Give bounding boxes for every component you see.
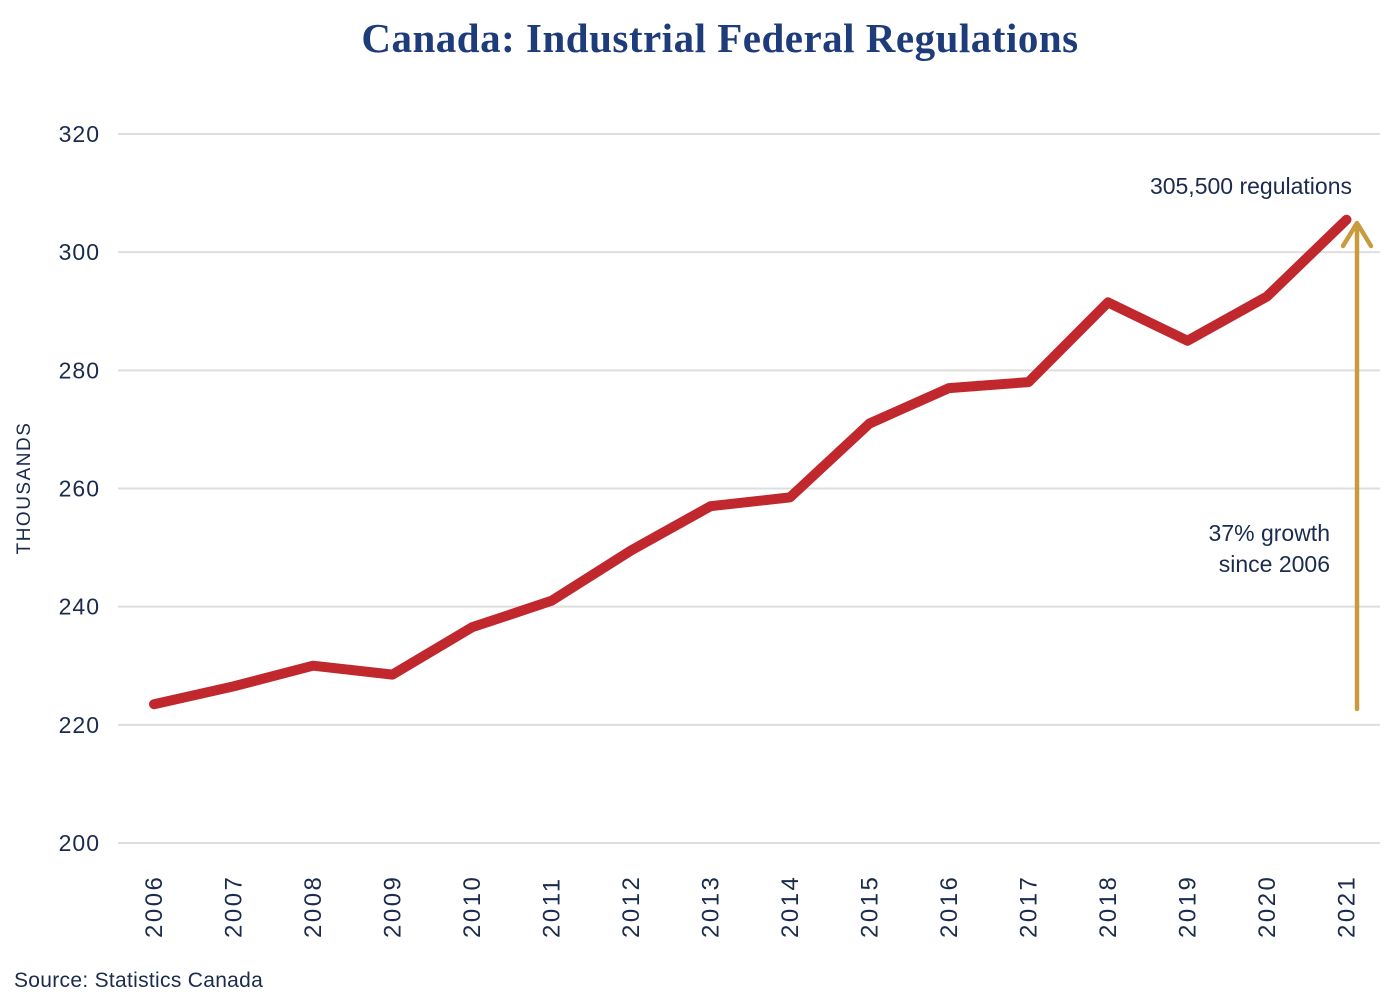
source-note: Source: Statistics Canada bbox=[14, 969, 264, 992]
x-tick-label: 2008 bbox=[300, 875, 327, 938]
y-tick-label: 300 bbox=[59, 239, 100, 265]
x-tick-label: 2007 bbox=[221, 875, 248, 938]
regulations-line bbox=[149, 214, 1352, 710]
growth-annotation-line2: since 2006 bbox=[1218, 551, 1330, 577]
up-arrow-head-icon bbox=[1340, 220, 1374, 249]
x-tick-label: 2011 bbox=[539, 876, 566, 938]
x-tick-label: 2017 bbox=[1016, 875, 1043, 938]
y-tick-label: 280 bbox=[59, 357, 100, 383]
y-tick-label: 240 bbox=[59, 594, 100, 620]
x-tick-label: 2021 bbox=[1334, 875, 1361, 938]
x-tick-label: 2018 bbox=[1095, 875, 1122, 938]
x-tick-label: 2019 bbox=[1175, 875, 1202, 938]
peak-annotation: 305,500 regulations bbox=[1149, 173, 1352, 199]
x-tick-label: 2013 bbox=[698, 875, 725, 938]
x-tick-label: 2015 bbox=[857, 875, 884, 938]
y-tick-label: 320 bbox=[59, 121, 100, 147]
y-tick-label: 200 bbox=[59, 830, 100, 856]
x-tick-label: 2006 bbox=[141, 875, 168, 938]
x-tick-label: 2010 bbox=[459, 875, 486, 938]
x-tick-label: 2014 bbox=[777, 875, 804, 938]
growth-annotation-line1: 37% growth bbox=[1208, 520, 1330, 546]
y-tick-label: 260 bbox=[59, 475, 100, 501]
x-tick-label: 2020 bbox=[1254, 875, 1281, 938]
x-tick-label: 2012 bbox=[618, 875, 645, 938]
y-tick-label: 220 bbox=[59, 712, 100, 738]
growth-annotation: 37% growth since 2006 bbox=[1209, 518, 1330, 580]
y-axis-title: THOUSANDS bbox=[14, 422, 35, 555]
chart-title: Canada: Industrial Federal Regulations bbox=[361, 15, 1079, 61]
x-tick-label: 2016 bbox=[936, 875, 963, 938]
x-tick-label: 2009 bbox=[380, 875, 407, 938]
